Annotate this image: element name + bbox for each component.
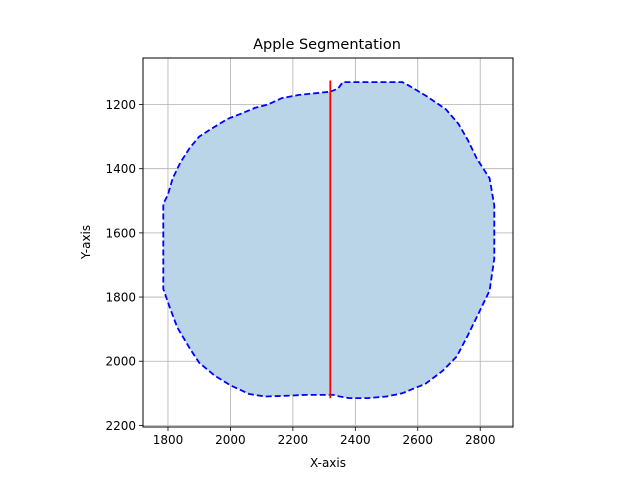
x-tick-label: 2400 [340, 433, 371, 447]
x-tick-label: 1800 [153, 433, 184, 447]
x-tick-label: 2800 [465, 433, 496, 447]
x-axis-label: X-axis [310, 456, 346, 470]
y-tick-label: 1400 [105, 162, 136, 176]
segmentation-fill [163, 82, 495, 399]
y-tick-label: 2000 [105, 355, 136, 369]
x-tick-label: 2200 [278, 433, 309, 447]
segmentation-outline [162, 81, 496, 400]
plot-data [162, 80, 496, 400]
y-tick-label: 1800 [105, 291, 136, 305]
x-axis: 1800 2000 2200 2400 2600 2800 [153, 427, 496, 447]
x-tick-label: 2600 [402, 433, 433, 447]
chart-title: Apple Segmentation [253, 37, 401, 53]
x-tick-label: 2000 [215, 433, 246, 447]
plot-area-frame [142, 57, 514, 428]
y-axis-label: Y-axis [79, 225, 93, 260]
y-tick-label: 1600 [105, 226, 136, 240]
y-tick-label: 1200 [105, 98, 136, 112]
y-axis: 1200 1400 1600 1800 2000 2200 [105, 98, 143, 433]
y-tick-label: 2200 [105, 419, 136, 433]
